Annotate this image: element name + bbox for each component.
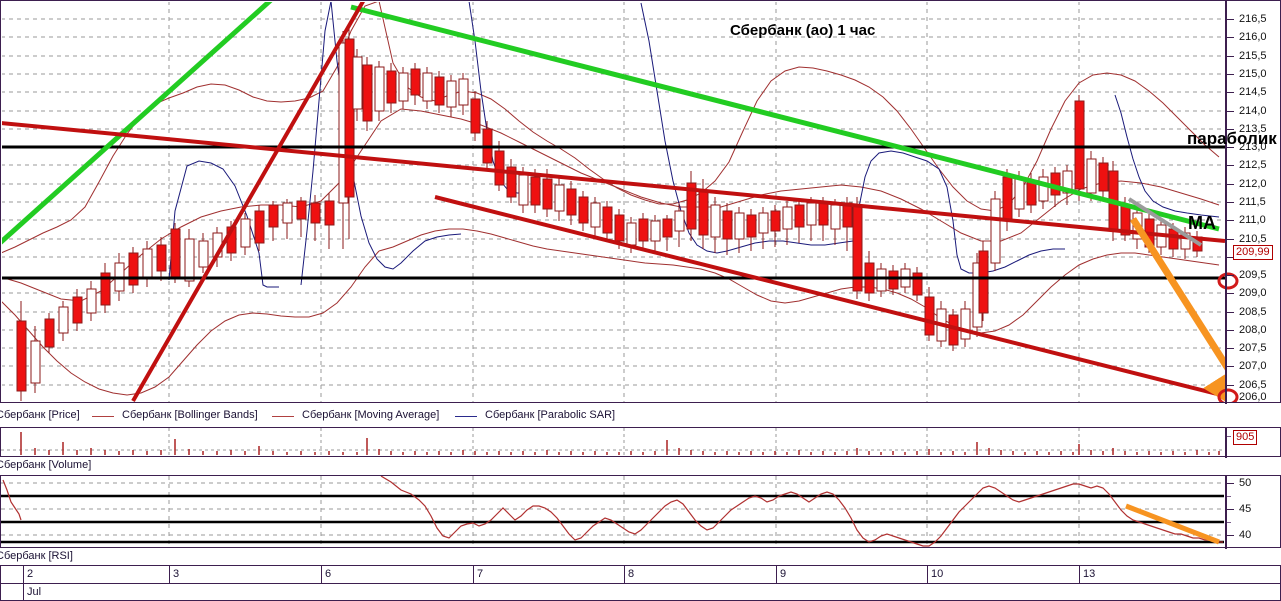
month-row: Jul (1, 583, 1280, 601)
legend-item-parabolic-sar[interactable]: Сбербанк [Parabolic SAR] (455, 409, 615, 421)
date-tick-3[interactable]: 3 (169, 566, 321, 583)
parabolic-sar-line (168, 2, 1220, 288)
date-tick-label-8: 8 (628, 568, 635, 580)
rsi-forecast-arrow (1125, 503, 1220, 545)
price-tick-8: 212,5 (1239, 159, 1267, 171)
downtrend-green-line (350, 4, 1220, 232)
rsi-tick-50: 50 (1239, 477, 1252, 489)
date-tick-label-2: 2 (27, 568, 34, 580)
downtrend-red-upper (2, 121, 1225, 243)
price-tick-17: 208,0 (1239, 324, 1267, 336)
date-tick-7[interactable]: 7 (473, 566, 624, 583)
legend-item-price[interactable]: Сбербанк [Price] (0, 409, 80, 421)
legend-parabolic-sar-swatch (455, 415, 477, 417)
date-tick-label-6: 6 (325, 568, 332, 580)
date-tick-8[interactable]: 8 (624, 566, 776, 583)
volume-chart-svg (1, 428, 1224, 456)
volume-value-badge: 905 (1233, 430, 1258, 445)
legend-bollinger-label: Сбербанк [Bollinger Bands] (122, 409, 258, 421)
volume-bars (20, 432, 1220, 455)
date-tick-label-7: 7 (477, 568, 484, 580)
moving-average-line (2, 108, 1220, 302)
month-separator (23, 584, 24, 601)
price-tick-5: 214,0 (1239, 105, 1267, 117)
rsi-panel-label: Сбербанк [RSI] (0, 550, 73, 562)
date-tick-9[interactable]: 9 (776, 566, 927, 583)
rsi-line (2, 476, 1223, 547)
bollinger-bands (2, 2, 1220, 396)
price-tick-3: 215,0 (1239, 68, 1267, 80)
volume-plot-area (1, 428, 1280, 456)
legend-moving-average-label: Сбербанк [Moving Average] (302, 409, 440, 421)
price-legend: Сбербанк [Price] Сбербанк [Bollinger Ban… (0, 409, 1224, 425)
legend-item-bollinger[interactable]: Сбербанк [Bollinger Bands] (92, 409, 258, 421)
legend-moving-average-swatch (272, 415, 294, 417)
rsi-axis: 50 45 40 (1225, 476, 1281, 549)
uptrend-green-line (2, 2, 273, 245)
legend-parabolic-sar-label: Сбербанк [Parabolic SAR] (485, 409, 616, 421)
price-tick-11: 211,0 (1239, 214, 1266, 226)
price-plot-area (1, 1, 1280, 402)
price-tick-6: 213,5 (1239, 123, 1267, 135)
price-axis: 216,5 216,0 215,5 215,0 214,5 214,0 213,… (1225, 1, 1281, 404)
date-tick-2[interactable]: 2 (23, 566, 169, 583)
legend-bollinger-swatch (92, 415, 114, 417)
price-tick-16: 208,5 (1239, 306, 1267, 318)
price-tick-0: 216,5 (1239, 13, 1267, 25)
price-tick-10: 211,5 (1239, 196, 1266, 208)
date-tick-label-13: 13 (1083, 568, 1096, 580)
rsi-chart-svg (1, 476, 1224, 547)
volume-axis: 905 (1225, 428, 1281, 458)
rsi-plot-area (1, 476, 1280, 547)
volume-panel-label: Сбербанк [Volume] (0, 459, 92, 471)
date-tick-label-10: 10 (931, 568, 944, 580)
date-tick-13[interactable]: 13 (1079, 566, 1281, 583)
forecast-arrow-price (1130, 217, 1225, 402)
date-tick-label-3: 3 (173, 568, 180, 580)
price-panel: 216,5 216,0 215,5 215,0 214,5 214,0 213,… (0, 0, 1281, 404)
horizontal-gridlines (2, 18, 1225, 386)
date-tick-label-9: 9 (780, 568, 787, 580)
rsi-tick-45: 45 (1239, 503, 1252, 515)
legend-item-moving-average[interactable]: Сбербанк [Moving Average] (272, 409, 439, 421)
price-tick-19: 207,0 (1239, 360, 1267, 372)
volume-vertical-gridlines (168, 428, 1080, 456)
price-tick-1: 216,0 (1239, 31, 1267, 43)
downtrend-red-steep (131, 2, 365, 402)
downtrend-red-lower (434, 195, 1225, 399)
date-tick-10[interactable]: 10 (927, 566, 1079, 583)
price-tick-21: 206,0 (1239, 391, 1267, 403)
price-tick-18: 207,5 (1239, 342, 1267, 354)
price-tick-4: 214,5 (1239, 86, 1267, 98)
vertical-gridlines (168, 2, 1080, 402)
date-axis: 2 3 6 7 8 9 10 13 Jul (0, 565, 1281, 601)
price-chart-svg (2, 2, 1239, 402)
rsi-panel: 50 45 40 (0, 475, 1281, 549)
price-tick-7: 213,0 (1239, 141, 1267, 153)
rsi-vertical-gridlines (168, 476, 1080, 547)
current-price-badge: 209,99 (1233, 245, 1273, 260)
ma-annotation: MA (1188, 213, 1216, 233)
chart-title: Сбербанк (ао) 1 час (730, 22, 876, 39)
price-tick-9: 212,0 (1239, 178, 1267, 190)
date-tick-6[interactable]: 6 (321, 566, 473, 583)
price-tick-12: 210,5 (1239, 233, 1267, 245)
volume-panel: 905 (0, 427, 1281, 458)
price-tick-20: 206,5 (1239, 379, 1267, 391)
price-tick-14: 209,5 (1239, 269, 1267, 281)
level-markers (1217, 272, 1239, 402)
parabolic-annotation: параболик (1187, 129, 1277, 148)
rsi-tick-40: 40 (1239, 529, 1252, 541)
price-tick-2: 215,5 (1239, 50, 1267, 62)
rsi-horizontal-gridlines (1, 482, 1224, 536)
ma-pointer-line (1127, 197, 1203, 247)
month-label: Jul (27, 586, 42, 598)
price-tick-15: 209,0 (1239, 287, 1267, 299)
legend-price-label: Сбербанк [Price] (0, 409, 80, 421)
